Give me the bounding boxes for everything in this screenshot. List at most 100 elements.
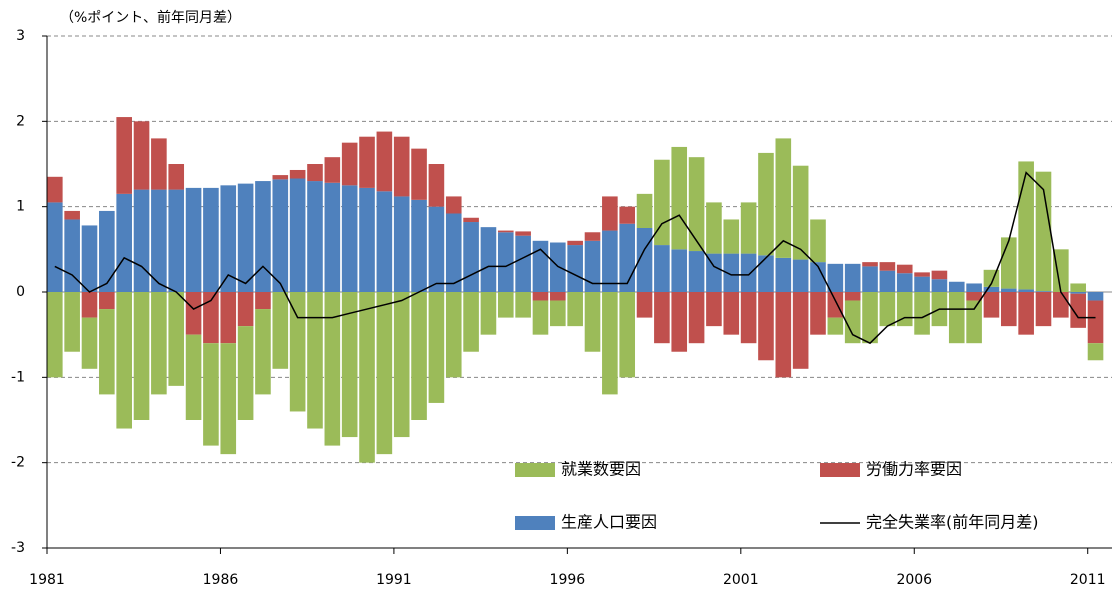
bar <box>47 292 63 378</box>
bar <box>307 292 323 429</box>
bar <box>1000 292 1017 327</box>
bar <box>654 159 670 246</box>
bar <box>99 210 115 292</box>
legend-swatch <box>515 463 555 477</box>
bar <box>810 262 826 292</box>
bar <box>654 292 670 344</box>
bar <box>584 292 601 352</box>
bar <box>1035 291 1052 292</box>
bar <box>914 272 930 277</box>
bar <box>966 283 982 292</box>
bar <box>602 230 618 292</box>
bar <box>203 343 219 446</box>
bar <box>445 196 462 214</box>
bar <box>827 292 844 318</box>
bar <box>879 262 896 271</box>
bar <box>966 300 982 344</box>
bar <box>740 292 757 344</box>
bar <box>1070 293 1086 328</box>
bar <box>151 138 167 190</box>
bar <box>584 240 601 292</box>
bar <box>619 206 636 224</box>
bar <box>706 253 722 292</box>
bar <box>775 292 792 378</box>
bar <box>1070 292 1086 294</box>
bar <box>567 240 583 246</box>
bar <box>931 270 948 280</box>
bar <box>636 193 653 228</box>
bar <box>255 181 271 292</box>
bar <box>584 232 601 241</box>
bar <box>792 165 809 260</box>
x-tick-label: 2011 <box>1070 572 1106 588</box>
bar <box>445 213 462 292</box>
bar <box>411 148 427 200</box>
legend-label: 就業数要因 <box>561 460 641 479</box>
bar <box>723 219 740 254</box>
bar <box>81 225 98 292</box>
bar <box>168 189 185 292</box>
bar <box>359 187 375 292</box>
bars <box>47 117 1104 463</box>
bar <box>255 292 271 310</box>
y-tick-label: 0 <box>16 284 25 300</box>
bar <box>532 240 549 292</box>
bar <box>307 164 323 182</box>
bar <box>862 292 878 344</box>
bar <box>688 251 705 292</box>
bar <box>445 292 462 378</box>
bar <box>1018 289 1034 292</box>
y-axis-label: （%ポイント、前年同月差） <box>60 9 241 26</box>
bar <box>896 264 913 274</box>
bar <box>497 232 514 292</box>
bar <box>550 242 566 292</box>
bar <box>272 179 289 292</box>
bar <box>341 142 358 186</box>
bar <box>636 292 653 318</box>
bar <box>220 292 237 344</box>
bar <box>567 292 583 327</box>
bar <box>272 175 289 180</box>
bar <box>948 292 965 344</box>
bar <box>151 292 167 395</box>
bar <box>671 292 688 352</box>
bar <box>289 292 306 412</box>
bar <box>723 253 740 292</box>
bar <box>359 136 375 188</box>
bar <box>740 253 757 292</box>
bar <box>480 227 497 292</box>
bar <box>671 146 688 250</box>
bar <box>532 300 549 335</box>
bar <box>47 202 63 292</box>
bar <box>324 182 341 292</box>
bar <box>185 334 202 420</box>
bar <box>792 259 809 292</box>
bar <box>758 152 774 256</box>
bar <box>81 292 98 318</box>
bar <box>1035 292 1052 327</box>
y-tick-label: -1 <box>11 369 25 385</box>
bar <box>914 276 930 292</box>
bar <box>567 245 583 292</box>
bar <box>914 292 930 335</box>
bar <box>116 117 132 194</box>
bar <box>289 178 306 292</box>
y-tick-label: 2 <box>16 113 25 129</box>
bar <box>654 245 670 292</box>
bar <box>619 292 636 378</box>
bar <box>515 235 531 292</box>
bar <box>99 292 115 310</box>
bar <box>497 230 514 233</box>
legend-label: 生産人口要因 <box>561 513 657 532</box>
bar <box>376 191 393 292</box>
bar <box>341 185 358 292</box>
bar <box>341 292 358 438</box>
bar <box>133 292 150 420</box>
bar <box>983 286 1000 292</box>
bar <box>428 292 445 403</box>
bar <box>602 196 618 231</box>
bar <box>64 292 80 352</box>
bar <box>255 309 271 395</box>
bar <box>602 292 618 395</box>
